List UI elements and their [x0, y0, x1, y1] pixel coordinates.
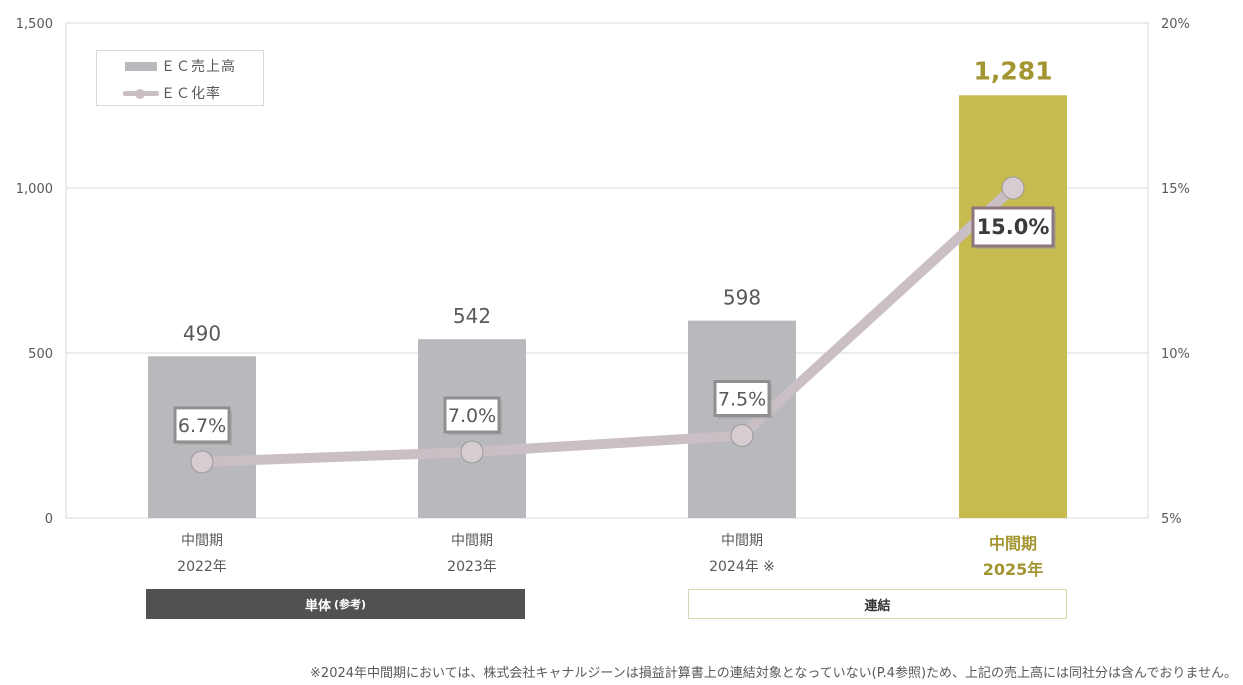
category-label-line1: 中間期	[451, 533, 493, 549]
group-consolidated-label: 連結	[864, 598, 891, 614]
bar-value-label: 1,281	[973, 56, 1052, 85]
group-standalone-sub: (参考)	[333, 598, 367, 611]
footnote: ※2024年中間期においては、株式会社キャナルジーンは損益計算書上の連結対象とな…	[310, 666, 1237, 681]
category-label-line1: 中間期	[721, 533, 763, 549]
right-axis-tick-label: 15%	[1161, 182, 1190, 197]
rate-marker	[730, 424, 754, 447]
rate-label-box	[443, 396, 501, 434]
left-axis-tick-label: 1,500	[16, 17, 53, 32]
left-axis-tick-label: 0	[45, 512, 53, 527]
right-axis-tick-label: 20%	[1161, 17, 1190, 32]
rate-label-box	[971, 206, 1055, 248]
legend-bar-swatch	[125, 62, 157, 71]
bar-value-label: 598	[723, 286, 761, 310]
bar	[688, 320, 796, 518]
category-label-line1: 中間期	[181, 533, 223, 549]
group-consolidated: 連結	[688, 589, 1067, 619]
bar-value-label: 490	[183, 321, 221, 345]
category-label-line2: 2023年	[447, 559, 497, 575]
rate-line	[197, 183, 1018, 467]
bar	[959, 95, 1067, 519]
rate-marker	[1001, 176, 1025, 200]
legend-line-marker	[135, 88, 145, 99]
rate-marker	[460, 440, 484, 464]
right-axis-tick-label: 5%	[1161, 512, 1182, 527]
legend-label-rate: ＥＣ化率	[161, 86, 221, 102]
rate-value-label: 7.5%	[718, 389, 766, 411]
rate-value-label: 15.0%	[977, 215, 1050, 239]
rate-value-label: 6.7%	[178, 415, 226, 437]
category-label-line2: 2022年	[177, 559, 227, 575]
category-label-line2: 2024年 ※	[709, 559, 775, 575]
category-label: 中間期 2023年	[392, 528, 552, 580]
rate-label-box	[173, 406, 231, 444]
legend-label-sales: ＥＣ売上高	[161, 59, 236, 75]
category-label: 中間期 2024年 ※	[662, 528, 822, 580]
left-axis-tick-label: 1,000	[16, 182, 53, 197]
right-axis-tick-label: 10%	[1161, 347, 1190, 362]
category-label-line2: 2025年	[982, 560, 1044, 579]
rate-value-label: 7.0%	[448, 405, 496, 427]
rate-marker	[190, 450, 214, 474]
plot-area	[65, 22, 1149, 519]
bar-value-label: 542	[453, 304, 491, 328]
group-standalone-label: 単体	[304, 598, 331, 614]
category-label: 中間期 2022年	[122, 528, 282, 580]
category-label-line1: 中間期	[988, 534, 1037, 553]
chart-legend: ＥＣ売上高 ＥＣ化率	[96, 50, 264, 106]
group-standalone: 単体 (参考)	[146, 589, 525, 619]
rate-label-box	[713, 380, 771, 417]
left-axis-tick-label: 500	[28, 347, 53, 362]
category-label: 中間期 2025年	[933, 531, 1093, 583]
